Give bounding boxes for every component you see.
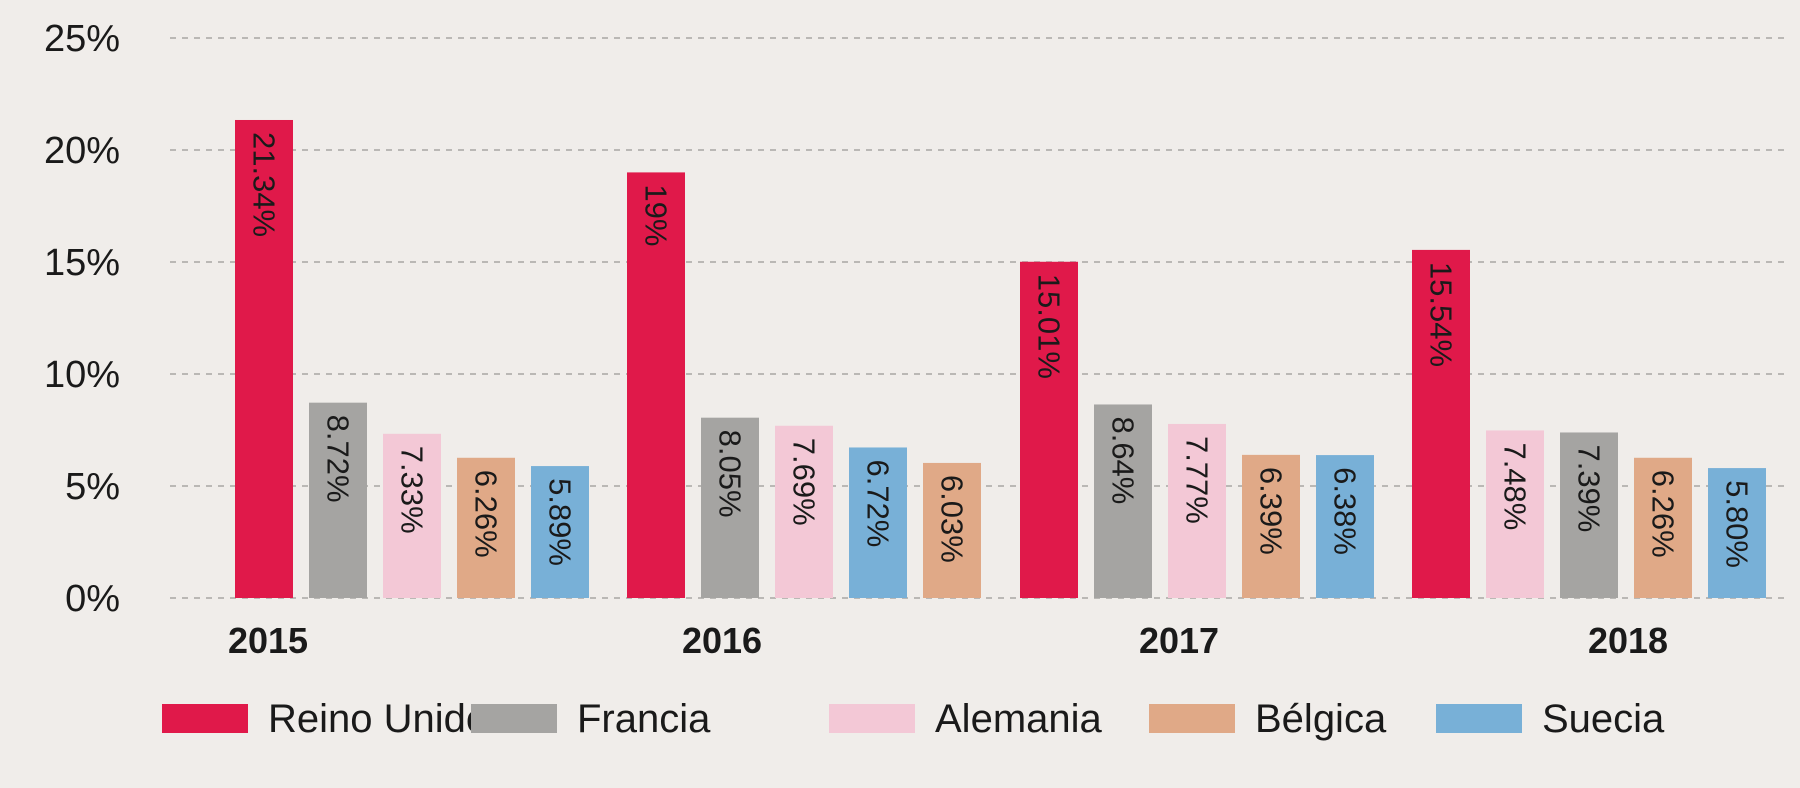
bar-value-label: 5.80%: [1720, 480, 1755, 568]
bar-value-label: 6.26%: [1646, 470, 1681, 558]
bar: [701, 417, 759, 598]
bar-value-label: 7.69%: [787, 438, 822, 526]
y-tick-label: 15%: [44, 242, 120, 284]
bar: [1316, 455, 1374, 598]
bar-value-label: 15.54%: [1424, 262, 1459, 367]
legend-swatch: [829, 704, 915, 733]
bar: [235, 119, 293, 598]
bar-value-label: 6.03%: [935, 475, 970, 563]
bar: [1094, 404, 1152, 598]
legend-label: Suecia: [1542, 697, 1665, 741]
bar: [309, 402, 367, 598]
y-tick-label: 20%: [44, 130, 120, 172]
bar-value-label: 5.89%: [543, 478, 578, 566]
legend-label: Bélgica: [1255, 697, 1387, 741]
bar-value-label: 8.72%: [321, 415, 356, 503]
x-category-label: 2016: [682, 620, 762, 661]
bar-value-label: 15.01%: [1032, 274, 1067, 379]
legend-swatch: [1436, 704, 1522, 733]
legend-label: Francia: [577, 697, 711, 741]
bar: [457, 457, 515, 598]
x-category-label: 2015: [228, 620, 308, 661]
legend-label: Reino Unido: [268, 697, 488, 741]
legend-swatch: [1149, 704, 1235, 733]
legend-label: Alemania: [935, 697, 1103, 741]
y-tick-label: 0%: [65, 578, 120, 620]
x-category-label: 2018: [1588, 620, 1668, 661]
y-axis-ticks: 0% 5% 10% 15% 20% 25%: [44, 18, 120, 620]
bar-value-label: 8.05%: [713, 430, 748, 518]
x-category-label: 2017: [1139, 620, 1219, 661]
bar: [1168, 423, 1226, 598]
bar-value-label: 21.34%: [247, 132, 282, 237]
bar: [923, 462, 981, 598]
bar: [531, 466, 589, 598]
bar-value-label: 19%: [639, 184, 674, 246]
bar-value-label: 7.77%: [1180, 436, 1215, 524]
bar-value-label: 7.33%: [395, 446, 430, 534]
bar: [1560, 432, 1618, 598]
y-tick-label: 25%: [44, 18, 120, 60]
y-tick-label: 10%: [44, 354, 120, 396]
bar: [1634, 457, 1692, 598]
bar: [627, 172, 685, 598]
bar: [849, 447, 907, 598]
bar-value-label: 7.48%: [1498, 442, 1533, 530]
bar: [1242, 454, 1300, 598]
bar-value-label: 6.72%: [861, 459, 896, 547]
legend-swatch: [471, 704, 557, 733]
bar-value-label: 8.64%: [1106, 416, 1141, 504]
bar-value-label: 6.39%: [1254, 467, 1289, 555]
legend-swatch: [162, 704, 248, 733]
legend: Reino Unido Francia Alemania Bélgica Suecia: [162, 697, 1665, 741]
x-axis-labels: 2015 2016 2017 2018: [228, 620, 1668, 661]
bar: [1412, 249, 1470, 599]
bar-value-label: 7.39%: [1572, 444, 1607, 532]
bar: [1020, 261, 1078, 598]
bar: [1486, 430, 1544, 598]
y-tick-label: 5%: [65, 466, 120, 508]
bar: [775, 425, 833, 598]
bar: [383, 433, 441, 598]
bar-value-label: 6.26%: [469, 470, 504, 558]
bar-value-label: 6.38%: [1328, 467, 1363, 555]
bar: [1708, 468, 1766, 598]
bars-layer: 21.34% 8.72% 7.33% 6.26% 5.89% 19% 8.05% 7.69% 6…: [235, 119, 1766, 599]
